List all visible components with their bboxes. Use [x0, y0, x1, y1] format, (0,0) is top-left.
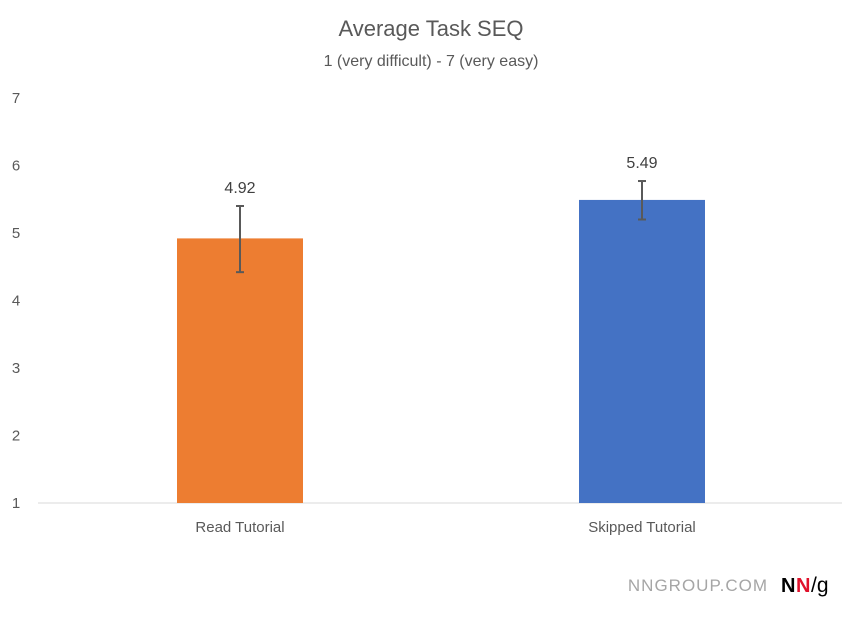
data-label: 5.49	[626, 155, 657, 172]
data-label: 4.92	[224, 180, 255, 197]
bar	[177, 238, 303, 503]
x-tick-label: Skipped Tutorial	[588, 519, 696, 536]
chart-title: Average Task SEQ	[338, 16, 523, 41]
bar	[579, 199, 705, 504]
chart-subtitle: 1 (very difficult) - 7 (very easy)	[324, 53, 539, 70]
logo-n1: N	[781, 575, 795, 597]
y-tick-label: 6	[12, 158, 20, 175]
y-tick-label: 7	[12, 90, 20, 107]
y-tick-label: 1	[12, 495, 20, 512]
y-tick-label: 3	[12, 360, 20, 377]
y-tick-label: 2	[12, 428, 20, 445]
x-tick-label: Read Tutorial	[195, 519, 284, 536]
footer-site: NNGROUP.COM	[628, 576, 768, 595]
y-tick-label: 5	[12, 225, 20, 242]
nng-logo: N N /g	[781, 574, 829, 597]
y-tick-label: 4	[12, 293, 20, 310]
logo-g: /g	[811, 574, 829, 597]
logo-n2: N	[796, 575, 810, 597]
